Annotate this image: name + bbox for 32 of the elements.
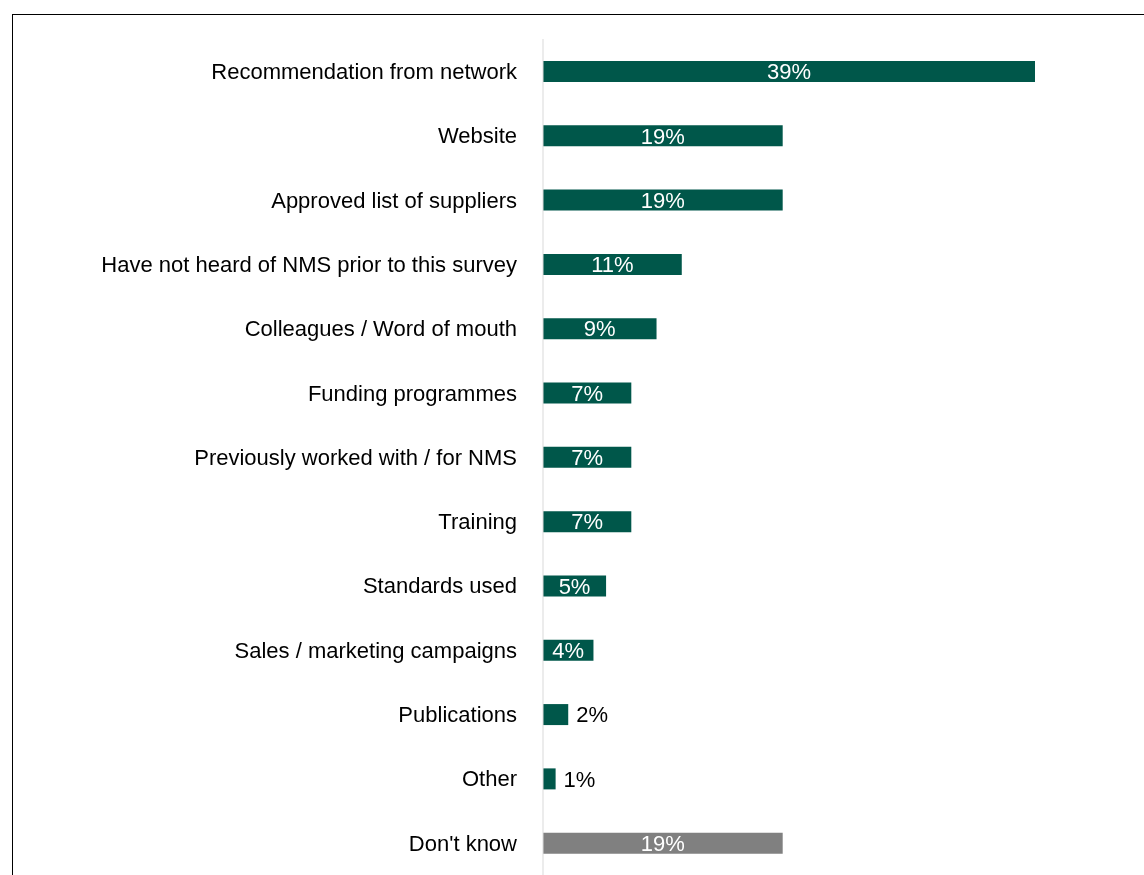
y-tick-label: Publications [398,702,517,728]
data-label: 19% [640,123,685,149]
data-label: 19% [640,830,685,856]
data-label: 19% [640,187,685,213]
y-tick-label: Website [437,123,517,149]
data-label: 7% [571,509,604,535]
y-tick-label: Have not heard of NMS prior to this survey [101,251,517,277]
y-tick-label: Sales / marketing campaigns [234,637,517,663]
bar [543,832,783,854]
data-label: 1% [563,766,596,792]
y-tick-label: Funding programmes [307,380,517,406]
bar [543,189,783,211]
data-label: 4% [552,637,585,663]
y-tick-label: Colleagues / Word of mouth [244,316,517,342]
data-label: 7% [571,445,604,471]
bar [543,125,783,147]
y-tick-label: Recommendation from network [211,58,518,84]
data-label: 5% [558,573,591,599]
data-label: 7% [571,380,604,406]
y-tick-label: Approved list of suppliers [271,187,517,213]
bar [543,704,569,726]
y-tick-label: Other [461,766,517,792]
data-label: 2% [576,702,609,728]
bar [543,61,1035,82]
y-tick-label: Training [438,509,517,535]
data-label: 9% [583,316,616,342]
data-label: 39% [766,59,812,85]
bar [543,768,556,790]
y-tick-label: Standards used [362,573,517,599]
data-label: 11% [591,252,634,278]
y-tick-label: Previously worked with / for NMS [194,444,517,470]
y-tick-label: Don't know [408,830,518,856]
